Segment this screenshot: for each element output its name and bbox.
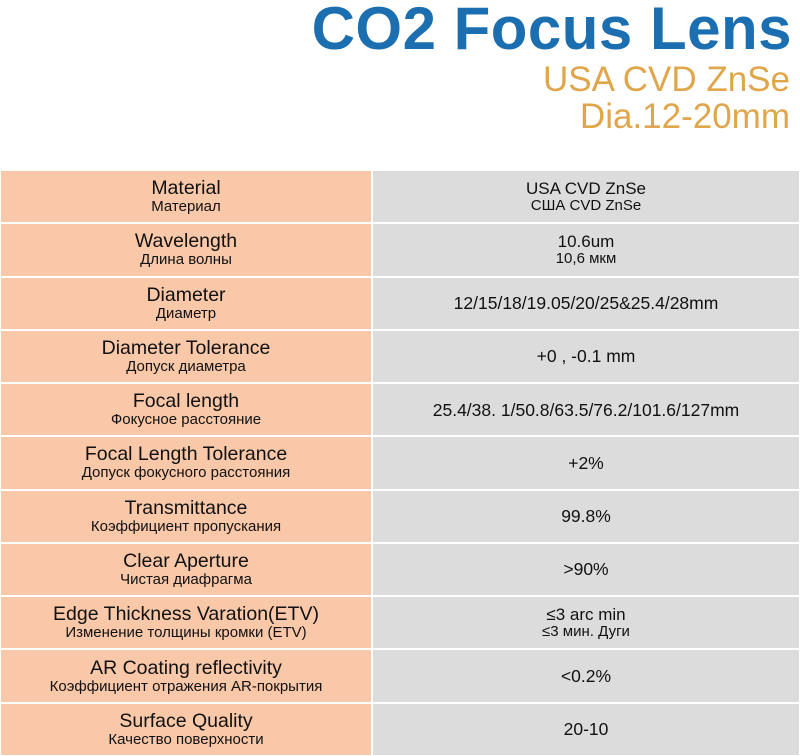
param-name-en: Focal length: [132, 390, 240, 413]
param-name-en: Edge Thickness Varation(ETV): [53, 603, 319, 626]
param-cell: Focal Length Tolerance Допуск фокусного …: [0, 436, 372, 490]
param-name-en: Clear Aperture: [123, 549, 249, 572]
param-value-ru: 10,6 мкм: [555, 249, 617, 267]
value-cell: +2%: [372, 436, 800, 490]
param-cell: Diameter Диаметр: [0, 276, 372, 330]
value-cell: USA CVD ZnSe США CVD ZnSe: [372, 170, 800, 224]
param-value: 99.8%: [561, 506, 611, 527]
value-cell: 25.4/38. 1/50.8/63.5/76.2/101.6/127mm: [372, 383, 800, 437]
param-name-en: Diameter: [146, 283, 226, 306]
param-name-ru: Допуск фокусного расстояния: [81, 464, 291, 482]
param-cell: Wavelength Длина волны: [0, 223, 372, 277]
param-name-ru: Коэффициент пропускания: [90, 517, 282, 535]
spec-row-wavelength: Wavelength Длина волны 10.6um 10,6 мкм: [0, 223, 800, 277]
spec-row-transmittance: Transmittance Коэффициент пропускания 99…: [0, 489, 800, 543]
spec-row-diameter: Diameter Диаметр 12/15/18/19.05/20/25&25…: [0, 276, 800, 330]
param-name-en: Focal Length Tolerance: [84, 443, 288, 466]
value-cell: 99.8%: [372, 489, 800, 543]
spec-row-focal-length-tolerance: Focal Length Tolerance Допуск фокусного …: [0, 436, 800, 490]
param-value: 10.6um: [557, 231, 615, 251]
param-name-ru: Диаметр: [155, 304, 217, 322]
param-cell: Clear Aperture Чистая диафрагма: [0, 542, 372, 597]
param-value: ≤3 arc min: [546, 604, 626, 624]
param-value: +2%: [568, 452, 604, 473]
param-cell: Transmittance Коэффициент пропускания: [0, 489, 372, 543]
spec-row-clear-aperture: Clear Aperture Чистая диафрагма >90%: [0, 542, 800, 597]
spec-row-diameter-tolerance: Diameter Tolerance Допуск диаметра +0 , …: [0, 329, 800, 384]
param-name-en: Wavelength: [134, 230, 238, 253]
param-name-ru: Чистая диафрагма: [120, 570, 252, 588]
spec-row-ar-coating: AR Coating reflectivity Коэффициент отра…: [0, 649, 800, 703]
param-name-ru: Качество поверхности: [108, 730, 264, 748]
param-name-en: Transmittance: [124, 496, 248, 519]
param-name-ru: Материал: [151, 198, 221, 216]
page-title: CO2 Focus Lens: [311, 0, 792, 62]
param-value: +0 , -0.1 mm: [536, 346, 636, 367]
param-value: USA CVD ZnSe: [526, 178, 646, 198]
header: CO2 Focus Lens USA CVD ZnSe Dia.12-20mm: [0, 0, 800, 170]
value-cell: <0.2%: [372, 649, 800, 703]
spec-row-focal-length: Focal length Фокусное расстояние 25.4/38…: [0, 383, 800, 437]
param-value-ru: ≤3 мин. Дуги: [542, 622, 630, 640]
param-value: <0.2%: [560, 666, 612, 687]
value-cell: +0 , -0.1 mm: [372, 329, 800, 384]
param-cell: Focal length Фокусное расстояние: [0, 383, 372, 437]
param-name-ru: Фокусное расстояние: [110, 411, 262, 429]
param-name-ru: Допуск диаметра: [126, 357, 246, 375]
param-name-ru: Изменение толщины кромки (ETV): [65, 624, 307, 642]
param-value: 20-10: [563, 719, 609, 740]
param-name-en: Material: [151, 177, 221, 200]
param-name-en: Diameter Tolerance: [101, 336, 271, 359]
spec-table: Material Материал USA CVD ZnSe США CVD Z…: [0, 170, 800, 756]
value-cell: 10.6um 10,6 мкм: [372, 223, 800, 277]
param-cell: Surface Quality Качество поверхности: [0, 702, 372, 756]
spec-row-etv: Edge Thickness Varation(ETV) Изменение т…: [0, 596, 800, 650]
param-name-ru: Коэффициент отражения AR-покрытия: [49, 677, 323, 695]
param-cell: Edge Thickness Varation(ETV) Изменение т…: [0, 596, 372, 650]
value-cell: ≤3 arc min ≤3 мин. Дуги: [372, 596, 800, 650]
param-value: 25.4/38. 1/50.8/63.5/76.2/101.6/127mm: [432, 399, 740, 420]
value-cell: 12/15/18/19.05/20/25&25.4/28mm: [372, 276, 800, 330]
param-name-ru: Длина волны: [140, 251, 232, 269]
param-name-en: Surface Quality: [119, 709, 253, 732]
param-value: >90%: [563, 559, 609, 580]
spec-row-surface-quality: Surface Quality Качество поверхности 20-…: [0, 702, 800, 756]
param-cell: AR Coating reflectivity Коэффициент отра…: [0, 649, 372, 703]
subtitle-diameter: Dia.12-20mm: [579, 97, 790, 136]
param-name-en: AR Coating reflectivity: [90, 656, 282, 679]
param-value-ru: США CVD ZnSe: [530, 196, 642, 214]
param-cell: Material Материал: [0, 170, 372, 224]
value-cell: 20-10: [372, 702, 800, 756]
value-cell: >90%: [372, 542, 800, 597]
param-cell: Diameter Tolerance Допуск диаметра: [0, 329, 372, 384]
param-value: 12/15/18/19.05/20/25&25.4/28mm: [453, 293, 719, 314]
subtitle-material: USA CVD ZnSe: [542, 60, 790, 99]
spec-row-material: Material Материал USA CVD ZnSe США CVD Z…: [0, 170, 800, 224]
